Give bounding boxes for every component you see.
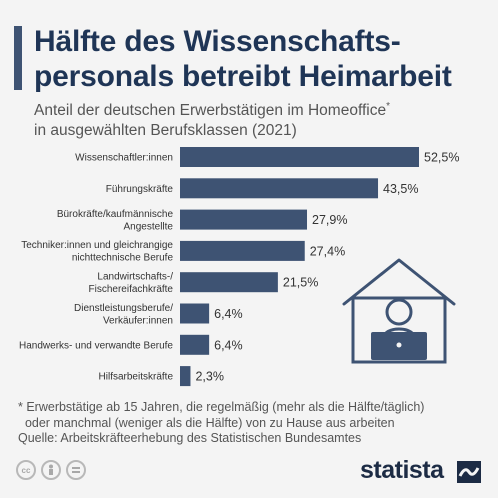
footnote-line-1: * Erwerbstätige ab 15 Jahren, die regelm… bbox=[18, 400, 425, 414]
statista-logo-icon[interactable] bbox=[457, 461, 481, 483]
category-label-line: Dienstleistungsberufe/ bbox=[74, 303, 173, 314]
category-label-2: Bürokräfte/kaufmännische Angestellte bbox=[57, 209, 174, 233]
category-label-3: Techniker:innen und gleichrangige nichtte… bbox=[21, 240, 173, 264]
value-label-3: 27,4% bbox=[310, 244, 345, 258]
category-label-line: Handwerks- und verwandte Berufe bbox=[19, 340, 173, 351]
equals-icon[interactable] bbox=[66, 460, 86, 480]
bar-3 bbox=[180, 240, 305, 261]
bar-0 bbox=[180, 147, 419, 167]
bar-2 bbox=[180, 209, 308, 230]
category-label-5: Dienstleistungsberufe/Verkäufer:innen bbox=[74, 303, 173, 327]
page-title: Hälfte des Wissenschafts- personals betr… bbox=[34, 24, 484, 94]
bar-5 bbox=[180, 303, 210, 324]
category-label-line: Landwirtschafts-/ bbox=[97, 271, 173, 282]
bar-1 bbox=[180, 178, 379, 199]
footnote-line-2: oder manchmal (weniger als die Hälfte) v… bbox=[18, 416, 395, 430]
category-label-line: Fischereifachkräfte bbox=[89, 284, 174, 295]
category-label-line: nichttechnische Berufe bbox=[72, 253, 174, 264]
category-label-4: Landwirtschafts-/ Fischereifachkräfte bbox=[89, 271, 174, 295]
subtitle-line-2: in ausgewählten Berufsklassen (2021) bbox=[34, 122, 297, 140]
cc-icon[interactable]: cc bbox=[16, 460, 36, 480]
bar-6 bbox=[180, 334, 210, 355]
bar-4 bbox=[180, 272, 278, 293]
category-label-7: Hilfsarbeitskräfte bbox=[99, 372, 174, 383]
chart-subtitle: Anteil der deutschen Erwerbstätigen im H… bbox=[34, 97, 484, 141]
subtitle-footnote-marker: * bbox=[386, 101, 390, 112]
category-label-line: Verkäufer:innen bbox=[103, 315, 173, 326]
value-label-2: 27,9% bbox=[312, 213, 347, 227]
category-label-line: Hilfsarbeitskräfte bbox=[99, 372, 174, 383]
source-note: Quelle: Arbeitskräfteerhebung des Statis… bbox=[18, 431, 362, 445]
person-icon[interactable] bbox=[41, 460, 61, 480]
value-label-6: 6,4% bbox=[214, 338, 243, 352]
category-label-line: Techniker:innen und gleichrangige bbox=[21, 240, 173, 251]
title-line-2: personals betreibt Heimarbeit bbox=[34, 60, 452, 93]
category-label-line: Angestellte bbox=[124, 221, 174, 232]
title-line-1: Hälfte des Wissenschafts- bbox=[34, 25, 401, 58]
value-label-5: 6,4% bbox=[214, 307, 243, 321]
subtitle-text-1: Anteil der deutschen Erwerbstätigen im H… bbox=[34, 102, 387, 120]
category-label-line: Wissenschaftler:innen bbox=[75, 153, 173, 164]
category-label-0: Wissenschaftler:innen bbox=[75, 153, 173, 164]
home-office-illustration bbox=[342, 258, 456, 364]
bar-7 bbox=[180, 366, 191, 387]
license-icons: cc bbox=[16, 460, 86, 480]
title-accent-bar bbox=[14, 26, 22, 90]
subtitle-line-1: Anteil der deutschen Erwerbstätigen im H… bbox=[34, 97, 484, 121]
value-label-4: 21,5% bbox=[283, 276, 318, 290]
value-label-1: 43,5% bbox=[383, 182, 418, 196]
category-label-line: Bürokräfte/kaufmännische bbox=[57, 209, 174, 220]
category-label-line: Führungskräfte bbox=[106, 184, 174, 195]
category-label-6: Handwerks- und verwandte Berufe bbox=[19, 340, 173, 351]
value-label-7: 2,3% bbox=[195, 370, 224, 384]
brand-name[interactable]: statista bbox=[360, 456, 444, 484]
footnote: * Erwerbstätige ab 15 Jahren, die regelm… bbox=[18, 399, 488, 431]
category-label-1: Führungskräfte bbox=[106, 184, 174, 195]
value-label-0: 52,5% bbox=[424, 151, 459, 165]
